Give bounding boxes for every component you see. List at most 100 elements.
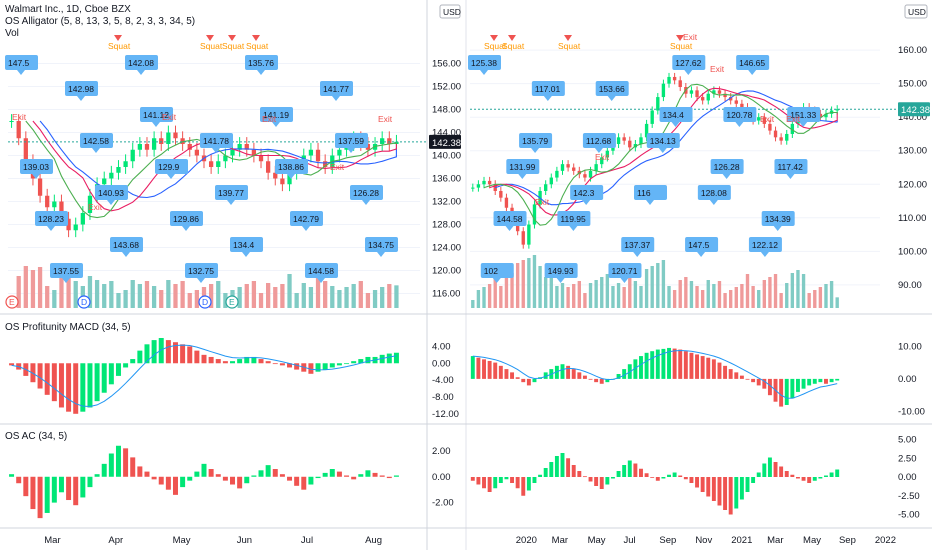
price-callout-box-right-16 xyxy=(723,107,757,122)
volume-bar-left-19 xyxy=(144,281,150,308)
ac-tick-right-1: 2.50 xyxy=(898,453,917,464)
price-callout-box-right-24 xyxy=(519,133,553,148)
ac-bar-left-1 xyxy=(16,476,22,484)
macd-bar-right-56 xyxy=(784,378,789,405)
price-callout-box-left-2 xyxy=(365,237,398,252)
price-tick-right-0: 160.00 xyxy=(898,45,927,56)
price-callout-pointer-right-24 xyxy=(531,148,540,153)
macd-tick-right-2: -10.00 xyxy=(898,406,925,417)
volume-bar-right-54 xyxy=(773,274,778,308)
price-callout-box-left-0 xyxy=(5,55,38,70)
usd-right-text: USD xyxy=(908,7,926,17)
macd-bar-right-45 xyxy=(723,365,728,379)
ac-bar-left-24 xyxy=(180,476,186,488)
squat-label-left-0: Squat xyxy=(108,41,131,51)
volume-bar-left-11 xyxy=(87,276,93,308)
ac-bar-left-20 xyxy=(151,476,157,480)
candle-body-right-14 xyxy=(549,177,553,185)
macd-bar-right-3 xyxy=(487,360,492,379)
candle-body-left-11 xyxy=(87,195,93,213)
price-callout-text-left-11: 143.68 xyxy=(113,240,139,250)
ac-bar-right-19 xyxy=(577,471,582,477)
event-badge-text-3: E xyxy=(229,297,235,307)
price-callout-pointer-right-1 xyxy=(620,278,629,283)
ac-bar-left-32 xyxy=(237,476,243,489)
usd-badge-right[interactable] xyxy=(904,4,928,19)
price-callout-pointer-left-9 xyxy=(137,70,145,75)
candle-body-left-23 xyxy=(173,132,178,139)
volume-bar-right-50 xyxy=(751,286,755,308)
candle-body-left-32 xyxy=(237,144,242,150)
candle-body-left-17 xyxy=(130,149,135,162)
price-callout-pointer-left-0 xyxy=(17,70,25,75)
price-callout-box-left-15 xyxy=(80,133,113,148)
x-tick-left-0: Mar xyxy=(44,535,60,546)
candle-body-right-22 xyxy=(594,164,598,171)
fractal-arrow-left-0 xyxy=(114,35,122,41)
candle-body-right-24 xyxy=(605,150,610,158)
ac-tick-right-0: 5.00 xyxy=(898,435,917,446)
squat-label-left-1: Squat xyxy=(200,41,223,51)
candle-body-left-42 xyxy=(308,149,314,156)
volume-bar-right-63 xyxy=(824,284,828,308)
macd-bar-left-54 xyxy=(393,352,399,364)
macd-bar-right-59 xyxy=(801,378,806,389)
volume-bar-left-30 xyxy=(223,293,228,308)
macd-bar-left-4 xyxy=(37,363,43,389)
macd-bar-right-4 xyxy=(493,362,498,379)
usd-badge-left[interactable] xyxy=(439,4,461,19)
candle-body-left-31 xyxy=(230,149,235,156)
candle-body-left-16 xyxy=(123,161,128,167)
ac-bar-left-37 xyxy=(272,469,278,477)
macd-bar-right-46 xyxy=(728,369,733,379)
ac-bar-right-56 xyxy=(784,471,789,477)
macd-bar-left-6 xyxy=(51,363,57,402)
candle-body-right-3 xyxy=(487,180,492,185)
ac-bar-left-17 xyxy=(130,457,136,477)
price-callout-pointer-right-18 xyxy=(684,70,693,75)
candle-body-right-20 xyxy=(583,174,587,178)
candle-body-right-43 xyxy=(712,90,716,94)
candle-body-left-26 xyxy=(194,149,200,156)
price-callout-box-right-4 xyxy=(697,185,731,200)
price-callout-pointer-left-19 xyxy=(62,278,70,283)
volume-bar-right-25 xyxy=(611,286,615,308)
macd-bar-left-14 xyxy=(108,363,114,385)
price-callout-text-left-21: 128.23 xyxy=(38,214,64,224)
volume-bar-left-48 xyxy=(351,284,356,308)
ac-bar-left-39 xyxy=(287,476,293,481)
candle-body-left-4 xyxy=(37,178,43,196)
ac-bar-right-39 xyxy=(689,477,694,483)
volume-bar-right-60 xyxy=(807,293,811,308)
volume-bar-left-40 xyxy=(294,293,299,308)
candle-body-left-1 xyxy=(16,121,21,139)
candle-body-left-10 xyxy=(80,213,85,225)
price-callout-box-right-19 xyxy=(480,263,514,278)
last-price-text-right: 142.38 xyxy=(901,105,930,116)
macd-bar-left-52 xyxy=(379,354,385,364)
price-callout-pointer-left-3 xyxy=(182,226,190,231)
macd-bar-left-38 xyxy=(279,363,285,366)
fractal-arrow-right-2 xyxy=(564,35,572,41)
macd-bar-right-30 xyxy=(639,356,643,379)
candle-body-right-1 xyxy=(476,184,481,188)
macd-bar-left-36 xyxy=(265,361,271,364)
volume-bar-right-0 xyxy=(471,300,475,308)
volume-bar-right-30 xyxy=(639,286,643,308)
price-callout-box-right-21 xyxy=(761,211,795,226)
ac-bar-right-8 xyxy=(515,477,520,489)
volume-bar-right-38 xyxy=(684,277,688,308)
candle-body-left-13 xyxy=(102,178,107,185)
ac-bar-right-11 xyxy=(532,477,537,483)
price-callout-box-right-1 xyxy=(608,263,642,278)
macd-legend-left: OS Profitunity MACD (34, 5) xyxy=(5,322,131,333)
exit-label-left-2: Exit xyxy=(162,112,177,122)
macd-bar-right-16 xyxy=(560,364,565,379)
ac-bar-right-31 xyxy=(644,473,649,477)
price-callout-text-right-8: 153.66 xyxy=(599,84,625,94)
volume-bar-left-34 xyxy=(251,281,257,308)
price-callout-pointer-left-15 xyxy=(92,148,100,153)
price-callout-box-right-17 xyxy=(531,81,565,96)
ac-bar-left-43 xyxy=(315,476,321,479)
ac-bar-right-43 xyxy=(711,477,716,501)
